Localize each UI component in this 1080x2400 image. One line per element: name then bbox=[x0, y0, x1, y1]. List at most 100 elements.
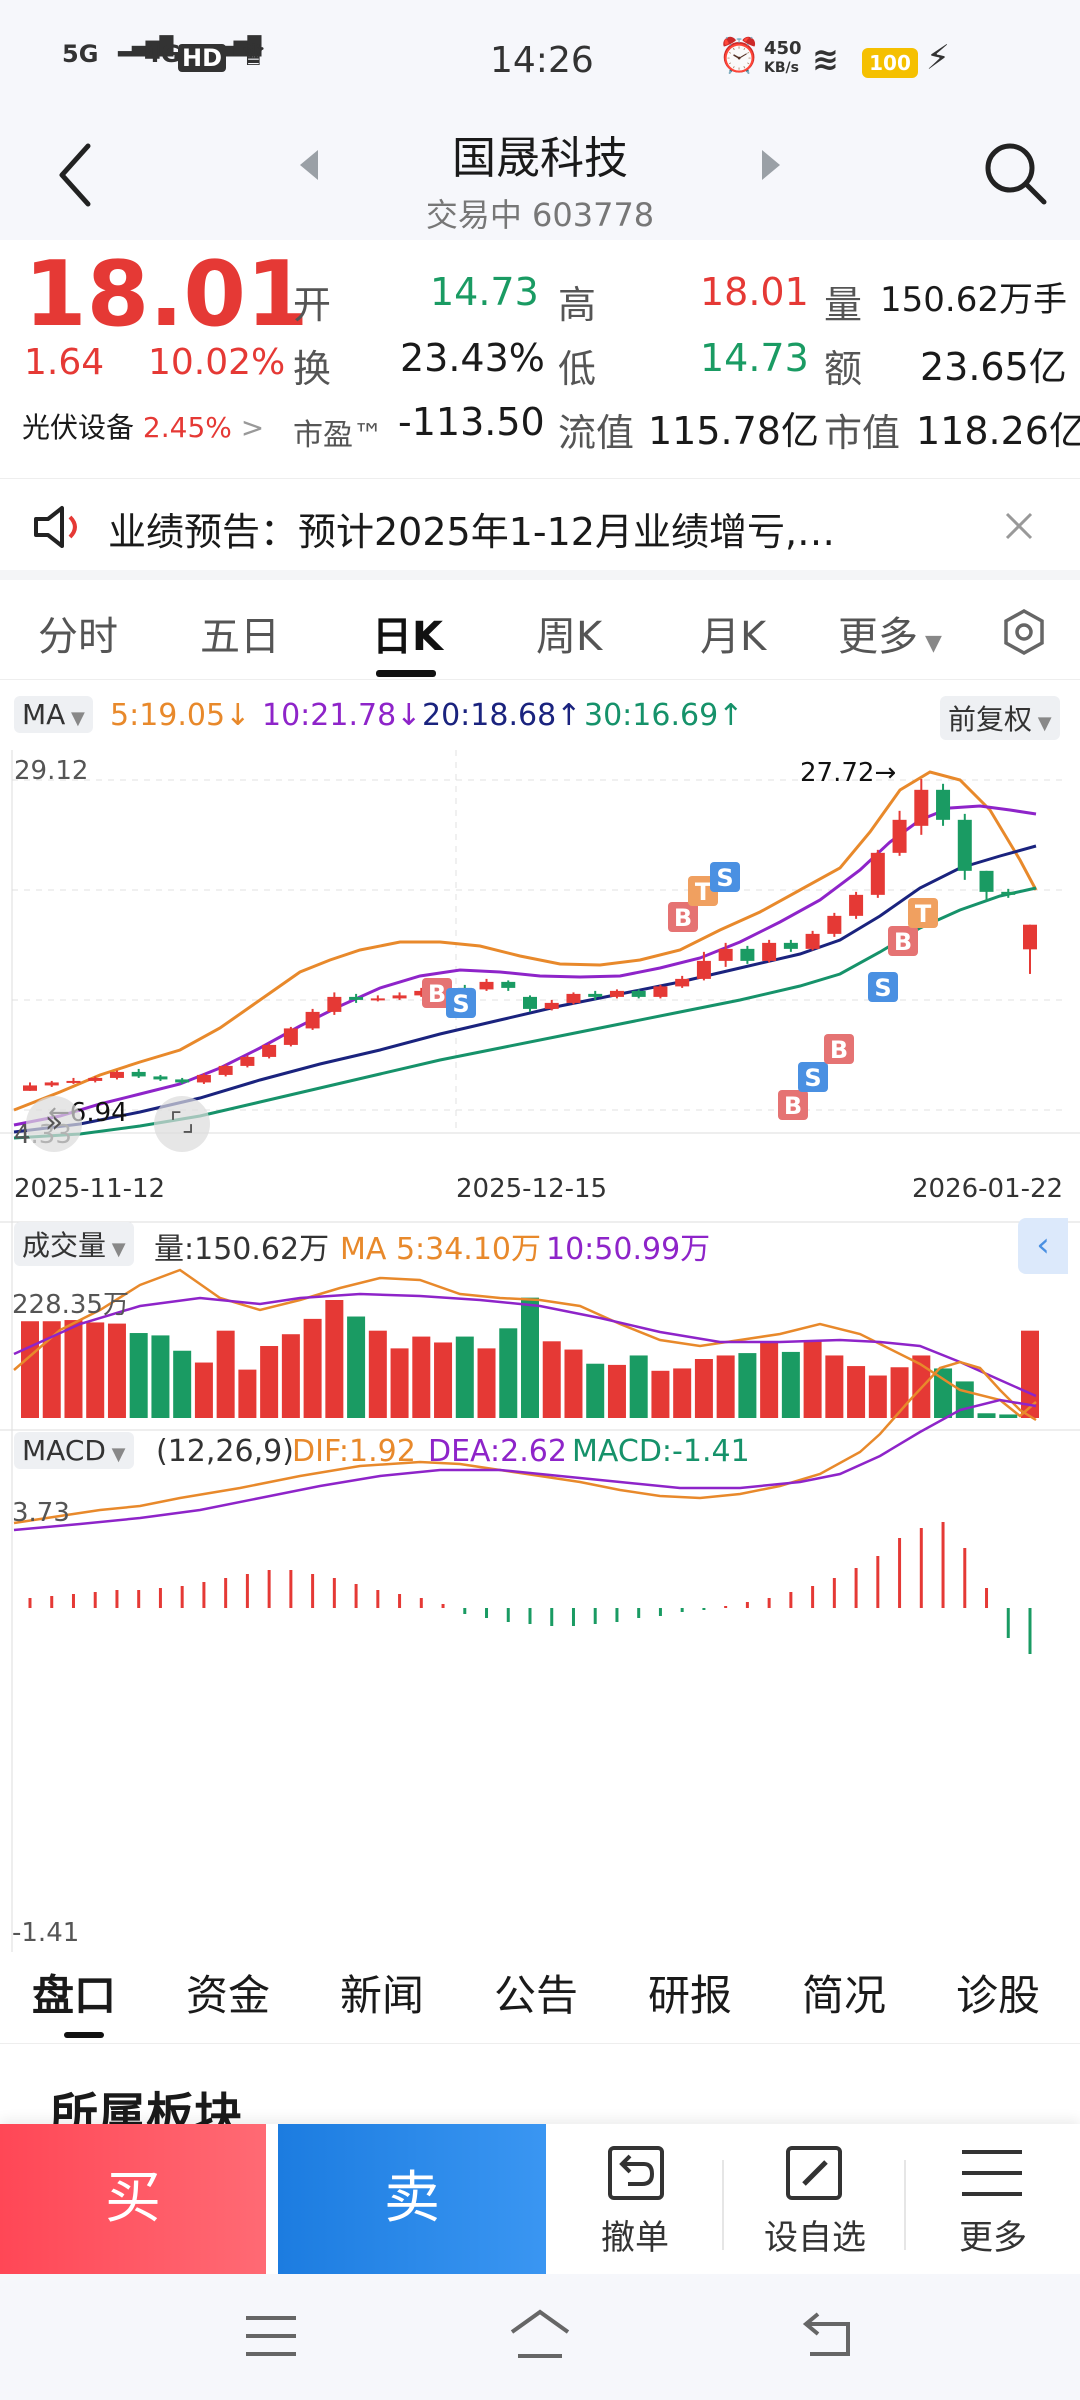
volume-bar bbox=[760, 1341, 779, 1418]
candle bbox=[283, 1028, 298, 1045]
candle bbox=[870, 852, 885, 895]
quote-panel: 18.01 1.64 10.02% 光伏设备 2.45% > 开 14.73 高… bbox=[0, 240, 1080, 475]
app-header bbox=[0, 120, 1080, 240]
candle bbox=[544, 1002, 559, 1009]
candle bbox=[631, 990, 646, 997]
svg-text:S: S bbox=[452, 990, 469, 1018]
volume-bar bbox=[499, 1328, 518, 1418]
tab-news[interactable]: 新闻 bbox=[340, 1971, 425, 2020]
stock-name: 国晟科技 bbox=[452, 133, 628, 184]
search-icon[interactable] bbox=[982, 140, 1048, 206]
tab-announcements[interactable]: 公告 bbox=[494, 1971, 579, 2020]
mcap-value: 118.26亿 bbox=[916, 409, 1080, 453]
settings-hex-icon[interactable] bbox=[1000, 608, 1048, 656]
notice-bar[interactable]: 业绩预告：预计2025年1-12月业绩增亏,… bbox=[0, 478, 1080, 570]
tab-5day[interactable]: 五日 bbox=[200, 614, 280, 660]
volume-bar bbox=[955, 1381, 974, 1418]
date-label-end: 2026-01-22 bbox=[912, 1174, 1064, 1204]
macd-params: (12,26,9) bbox=[156, 1434, 294, 1469]
adjust-selector[interactable]: 前复权 ▼ bbox=[940, 696, 1060, 740]
volume-bar bbox=[586, 1363, 605, 1418]
candle bbox=[588, 993, 603, 997]
draw-tool-icon[interactable]: ⌜⌟ bbox=[154, 1096, 210, 1152]
volume-selector[interactable]: 成交量 ▼ bbox=[14, 1222, 134, 1266]
candle bbox=[805, 933, 820, 949]
candle bbox=[696, 960, 711, 979]
volume-bar bbox=[542, 1341, 561, 1418]
candle bbox=[131, 1071, 146, 1077]
kline-svg: B S B T S B S B S B T bbox=[0, 750, 1080, 1952]
candle bbox=[392, 995, 407, 999]
volume-bar bbox=[151, 1335, 170, 1418]
open-value: 14.73 bbox=[430, 270, 539, 314]
tab-monthly-k[interactable]: 月K bbox=[700, 614, 767, 660]
ma-selector[interactable]: MA ▼ bbox=[14, 696, 93, 733]
volume-bar bbox=[21, 1321, 39, 1418]
alarm-icon: ⏰ bbox=[718, 36, 761, 76]
current-price: 18.01 bbox=[24, 242, 309, 347]
tab-orderbook[interactable]: 盘口 bbox=[32, 1971, 117, 2020]
tab-daily-k[interactable]: 日K bbox=[372, 614, 443, 660]
sell-button[interactable]: 卖 bbox=[278, 2124, 546, 2274]
add-watchlist-button[interactable]: 设自选 bbox=[764, 2218, 866, 2258]
candle bbox=[501, 981, 516, 988]
cancel-order-button[interactable]: 撤单 bbox=[601, 2218, 669, 2258]
macd-dif: DIF:1.92 bbox=[292, 1434, 416, 1469]
volume-bar bbox=[999, 1414, 1018, 1418]
buy-button[interactable]: 买 bbox=[0, 2124, 266, 2274]
divider bbox=[0, 570, 1080, 580]
charging-icon: ⚡ bbox=[926, 38, 950, 78]
network-5g-label: 5G bbox=[62, 40, 99, 68]
cancel-order-icon[interactable] bbox=[604, 2142, 668, 2204]
next-stock-icon[interactable] bbox=[760, 148, 782, 182]
candle bbox=[44, 1082, 59, 1086]
tab-diagnosis[interactable]: 诊股 bbox=[956, 1971, 1041, 2020]
buy-marker bbox=[888, 926, 918, 956]
nav-home-icon[interactable] bbox=[508, 2308, 572, 2362]
svg-text:B: B bbox=[894, 928, 912, 956]
prev-stock-icon[interactable] bbox=[298, 148, 320, 182]
candle bbox=[414, 990, 429, 996]
volume-bar bbox=[238, 1369, 257, 1418]
nav-menu-icon[interactable] bbox=[244, 2314, 298, 2358]
crown-icon: ♛ bbox=[240, 38, 267, 73]
menu-icon[interactable] bbox=[960, 2148, 1024, 2198]
tab-research[interactable]: 研报 bbox=[648, 1971, 733, 2020]
macd-axis-top: 3.73 bbox=[12, 1498, 70, 1528]
notice-text: 业绩预告：预计2025年1-12月业绩增亏,… bbox=[108, 510, 836, 554]
more-button[interactable]: 更多 bbox=[959, 2218, 1027, 2258]
open-label: 开 bbox=[293, 283, 332, 327]
candle bbox=[957, 819, 972, 871]
collapse-panel-icon[interactable]: ‹ bbox=[1018, 1218, 1068, 1274]
close-icon[interactable] bbox=[1004, 511, 1034, 541]
tab-intraday[interactable]: 分时 bbox=[38, 614, 118, 660]
kline-chart-area[interactable]: MA ▼ 5:19.05↓ 10:21.78↓ 20:18.68↑ 30:16.… bbox=[0, 680, 1080, 1952]
candle bbox=[566, 993, 581, 1003]
candle bbox=[653, 986, 668, 997]
back-icon[interactable] bbox=[56, 142, 96, 208]
tab-profile[interactable]: 简况 bbox=[802, 1971, 887, 2020]
signal-icon: ▂▄▆█ bbox=[118, 36, 174, 57]
sector-link[interactable]: 光伏设备 2.45% > bbox=[22, 411, 265, 444]
nav-back-icon[interactable] bbox=[800, 2310, 856, 2360]
edit-watchlist-icon[interactable] bbox=[782, 2142, 846, 2204]
candles-group bbox=[23, 779, 1037, 1091]
expand-icon[interactable]: » bbox=[26, 1096, 82, 1152]
stock-status-code: 交易中 603778 bbox=[425, 196, 655, 234]
volume-bar bbox=[521, 1297, 539, 1418]
candle bbox=[109, 1071, 124, 1078]
chart-period-tabs: 分时 五日 日K 周K 月K 更多 ▼ bbox=[0, 580, 1080, 680]
candle bbox=[609, 990, 624, 997]
tab-weekly-k[interactable]: 周K bbox=[536, 614, 603, 660]
high-label: 高 bbox=[558, 283, 597, 327]
tab-more[interactable]: 更多 ▼ bbox=[838, 614, 942, 660]
tab-funds[interactable]: 资金 bbox=[186, 1971, 271, 2020]
vol-ma5-line bbox=[13, 1268, 1037, 1418]
svg-text:T: T bbox=[695, 878, 712, 906]
candle bbox=[66, 1080, 81, 1083]
candle bbox=[979, 870, 994, 892]
volume-bar bbox=[477, 1348, 496, 1418]
macd-selector[interactable]: MACD ▼ bbox=[14, 1432, 134, 1469]
buy-marker bbox=[778, 1090, 808, 1120]
macd-axis-bottom: -1.41 bbox=[12, 1918, 80, 1948]
